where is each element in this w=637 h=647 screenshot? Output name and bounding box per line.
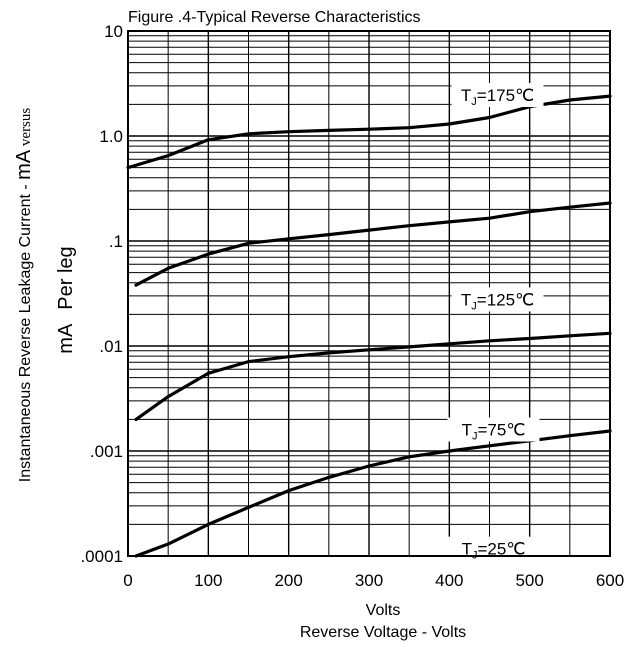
y-axis-label-secondary: mA Per leg — [55, 246, 77, 353]
y-axis-label2-unit: mA — [55, 323, 77, 354]
y-tick-label: 10 — [104, 22, 123, 41]
series-label-3: TJ=25℃ — [462, 540, 526, 562]
svg-text:mAPer leg: mA Per leg — [55, 246, 77, 353]
series-label-background — [451, 287, 544, 312]
y-tick-label: .01 — [99, 337, 123, 356]
y-axis-label-versus: versus — [18, 108, 34, 150]
x-axis-label-line1: Volts — [366, 602, 401, 619]
y-axis-label-main: Instantaneous Reverse Leakage Current - — [17, 180, 34, 482]
series-label-background — [447, 417, 540, 442]
x-tick-label: 500 — [515, 571, 543, 590]
x-tick-label: 0 — [123, 571, 132, 590]
series-label-1: TJ=125℃ — [461, 290, 534, 312]
x-tick-label: 400 — [435, 571, 463, 590]
y-tick-label: .1 — [109, 232, 123, 251]
x-axis-label-line2: Reverse Voltage - Volts — [300, 624, 466, 641]
series-label-2: TJ=75℃ — [462, 421, 526, 443]
y-axis-label: Instantaneous Reverse Leakage Current - … — [13, 108, 35, 483]
tick-labels: 0 100 200 300 400 500 600 .0001 .001 .01 .1 1.0 10 — [80, 22, 624, 590]
x-tick-label: 300 — [355, 571, 383, 590]
svg-text:Instantaneous Reverse Leakage: Instantaneous Reverse Leakage Current - … — [13, 108, 35, 483]
series-line-1 — [134, 201, 612, 287]
series-label-background — [451, 83, 544, 108]
x-tick-label: 100 — [194, 571, 222, 590]
x-tick-label: 200 — [274, 571, 302, 590]
series-labels: TJ=175℃ TJ=125℃ TJ=75℃ TJ=25℃ — [447, 83, 544, 562]
y-axis-label-unit: mA — [13, 149, 35, 180]
y-tick-label: 1.0 — [99, 127, 123, 146]
x-tick-label: 600 — [596, 571, 624, 590]
chart-title: Figure .4-Typical Reverse Characteristic… — [128, 9, 421, 26]
plot-frame — [127, 30, 611, 557]
y-tick-label: .0001 — [80, 547, 123, 566]
y-axis-label2-text: Per leg — [55, 246, 77, 309]
series-line-2 — [134, 331, 612, 421]
series-label-0: TJ=175℃ — [461, 86, 534, 108]
y-tick-label: .001 — [90, 442, 123, 461]
